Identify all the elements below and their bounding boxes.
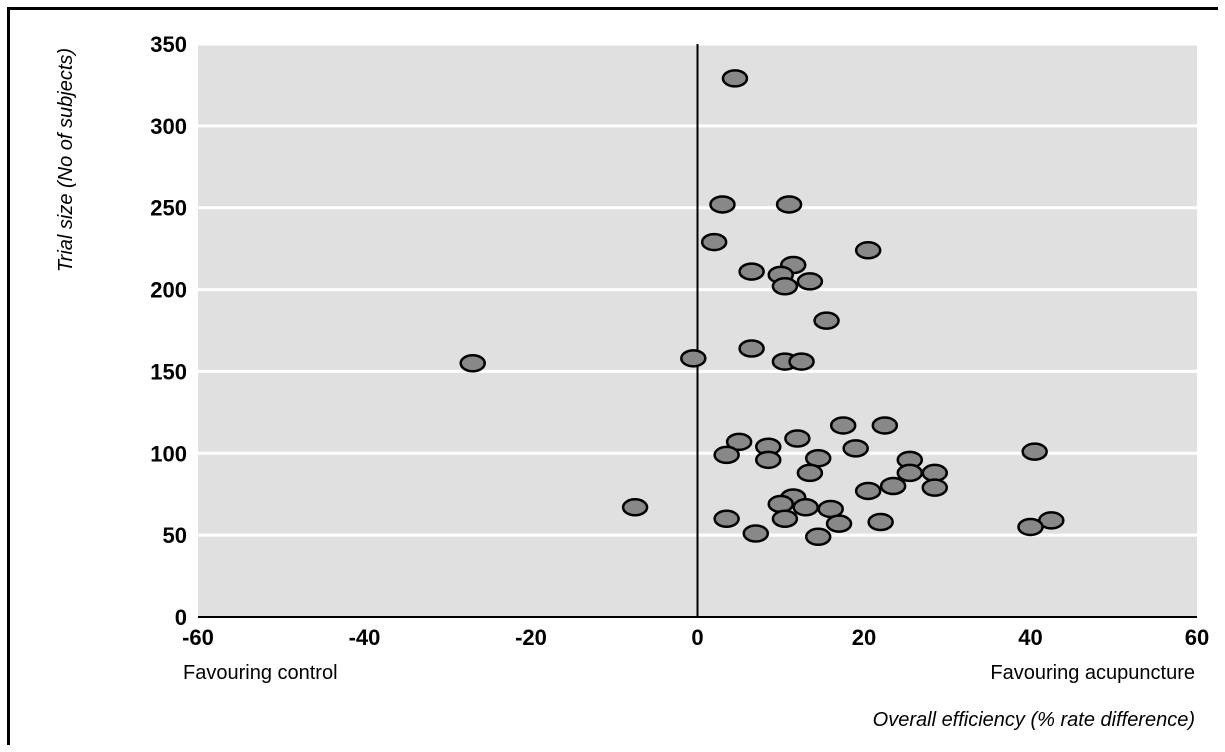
data-point-0 <box>721 69 749 88</box>
data-point-35 <box>621 498 649 517</box>
data-point-22 <box>1021 442 1048 461</box>
data-point-24 <box>755 450 782 470</box>
y-tick-label-0: 0 <box>175 605 187 630</box>
data-point-19 <box>725 432 753 452</box>
data-point-32 <box>854 481 882 501</box>
x-tick-label-6: 60 <box>1185 625 1209 650</box>
x-tick-label-0: -60 <box>182 625 214 650</box>
data-point-15 <box>459 353 486 373</box>
data-point-39 <box>771 509 799 529</box>
data-point-8 <box>796 272 824 291</box>
data-point-34 <box>767 494 794 514</box>
data-point-16 <box>829 416 857 435</box>
data-point-2 <box>775 195 803 214</box>
data-point-40 <box>825 514 853 533</box>
data-point-36 <box>792 498 819 517</box>
data-point-38 <box>713 509 740 529</box>
y-tick-label-2: 100 <box>150 441 187 466</box>
data-point-31 <box>921 478 949 497</box>
data-point-23 <box>713 445 740 465</box>
data-point-9 <box>771 277 799 296</box>
y-tick-labels: 0 50 100 150 200 250 300 350 <box>150 32 187 630</box>
data-point-30 <box>879 476 907 496</box>
y-axis-label: Trial size (No of subjects) <box>55 48 77 272</box>
x-tick-label-2: -20 <box>515 625 547 650</box>
x-direction-label-left: Favouring control <box>183 662 338 684</box>
x-tick-labels: -60 -40 -20 0 20 40 60 <box>182 625 1209 650</box>
y-tick-label-6: 300 <box>150 114 187 139</box>
data-point-43 <box>1017 517 1044 537</box>
x-direction-label-right: Favouring acupuncture <box>990 662 1195 684</box>
x-tick-label-3: 0 <box>691 625 703 650</box>
data-point-14 <box>788 352 815 371</box>
data-point-10 <box>813 311 840 330</box>
x-tick-label-1: -40 <box>349 625 381 650</box>
data-point-11 <box>738 339 765 358</box>
y-tick-label-4: 200 <box>150 278 187 303</box>
data-point-21 <box>842 439 869 458</box>
data-points <box>459 69 1065 547</box>
figure-frame <box>7 7 1218 745</box>
data-point-18 <box>784 429 811 448</box>
y-tick-label-5: 250 <box>150 196 187 221</box>
data-point-12 <box>680 349 707 368</box>
y-tick-label-3: 150 <box>150 359 187 384</box>
data-point-1 <box>709 195 736 214</box>
data-point-3 <box>700 232 728 252</box>
data-point-4 <box>854 241 882 260</box>
data-point-6 <box>738 262 765 281</box>
data-point-28 <box>896 463 924 483</box>
x-axis-label: Overall efficiency (% rate difference) <box>873 709 1195 731</box>
data-point-44 <box>742 524 770 543</box>
data-point-17 <box>871 416 899 435</box>
y-tick-label-1: 50 <box>163 523 187 548</box>
data-point-41 <box>867 512 894 532</box>
data-point-45 <box>804 527 832 547</box>
x-tick-label-5: 40 <box>1018 625 1042 650</box>
y-tick-label-7: 350 <box>150 32 187 57</box>
data-point-27 <box>796 463 824 483</box>
x-tick-label-4: 20 <box>852 625 876 650</box>
